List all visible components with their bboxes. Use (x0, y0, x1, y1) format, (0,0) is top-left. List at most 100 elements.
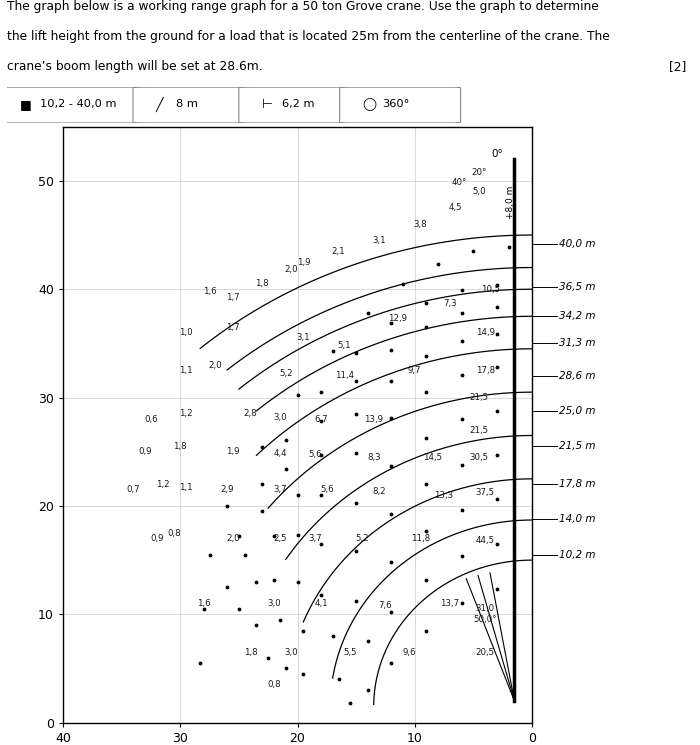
Text: 17,8 m: 17,8 m (559, 479, 596, 489)
Text: 1,7: 1,7 (226, 294, 240, 302)
Text: ■: ■ (20, 98, 32, 111)
Text: 2,0: 2,0 (285, 265, 298, 274)
Text: 14,9: 14,9 (475, 328, 495, 337)
Text: 9,7: 9,7 (408, 366, 421, 375)
Text: 25,0 m: 25,0 m (559, 405, 596, 416)
Text: 5,2: 5,2 (355, 534, 369, 543)
Text: ◯: ◯ (363, 98, 377, 111)
Text: ⊢: ⊢ (262, 98, 272, 111)
Text: 2,9: 2,9 (220, 485, 234, 494)
Text: 3,0: 3,0 (267, 599, 281, 608)
Text: 1,2: 1,2 (156, 480, 169, 489)
Text: 3,7: 3,7 (273, 485, 287, 494)
FancyBboxPatch shape (239, 87, 350, 123)
Text: 7,3: 7,3 (443, 299, 456, 308)
Text: 5,6: 5,6 (320, 485, 334, 494)
Text: 7,6: 7,6 (379, 601, 392, 610)
Text: 1,7: 1,7 (226, 323, 240, 332)
Text: 1,0: 1,0 (179, 328, 193, 337)
Text: 5,1: 5,1 (337, 341, 351, 350)
Text: 4,1: 4,1 (314, 599, 328, 608)
Text: 0,7: 0,7 (127, 485, 140, 494)
Text: 44,5: 44,5 (475, 536, 495, 545)
Text: 11,8: 11,8 (411, 534, 430, 543)
Text: 13,9: 13,9 (364, 415, 383, 424)
Text: 0,8: 0,8 (267, 680, 281, 689)
Text: 1,1: 1,1 (179, 483, 193, 492)
Text: [2]: [2] (668, 60, 686, 73)
Text: 3,0: 3,0 (273, 413, 287, 422)
Text: 6,2 m: 6,2 m (281, 99, 314, 110)
Text: the lift height from the ground for a load that is located 25m from the centerli: the lift height from the ground for a lo… (7, 30, 610, 43)
Text: 8 m: 8 m (176, 99, 197, 110)
Text: The graph below is a working range graph for a 50 ton Grove crane. Use the graph: The graph below is a working range graph… (7, 0, 598, 13)
Text: 8,3: 8,3 (367, 453, 381, 462)
Text: 14,5: 14,5 (423, 453, 442, 462)
Text: crane’s boom length will be set at 28.6m.: crane’s boom length will be set at 28.6m… (7, 60, 262, 73)
Text: 0,6: 0,6 (144, 415, 158, 424)
Text: 0,9: 0,9 (150, 534, 164, 543)
Text: 28,6 m: 28,6 m (559, 371, 596, 381)
Text: 5,6: 5,6 (308, 451, 322, 460)
Text: 3,1: 3,1 (373, 236, 386, 245)
Text: 2,0: 2,0 (209, 361, 222, 370)
Text: 40°: 40° (452, 179, 467, 188)
Text: 1,2: 1,2 (179, 409, 193, 418)
Text: 9,6: 9,6 (402, 647, 416, 656)
Text: 21,5 m: 21,5 m (559, 441, 596, 451)
Text: 40,0 m: 40,0 m (559, 238, 596, 249)
Text: 3,0: 3,0 (285, 647, 298, 656)
Text: 360°: 360° (382, 99, 410, 110)
Text: 2,0: 2,0 (226, 534, 240, 543)
Text: ╱: ╱ (155, 97, 163, 112)
Text: 1,8: 1,8 (256, 279, 269, 288)
Text: 10,5: 10,5 (482, 285, 500, 294)
Text: 1,6: 1,6 (197, 599, 211, 608)
Text: 1,8: 1,8 (174, 442, 187, 451)
Text: 0,8: 0,8 (167, 528, 181, 537)
Text: 36,5 m: 36,5 m (559, 282, 596, 292)
Text: 21,5: 21,5 (470, 425, 489, 434)
Text: 20,5: 20,5 (475, 647, 495, 656)
FancyBboxPatch shape (0, 87, 148, 123)
Text: 11,4: 11,4 (335, 372, 354, 381)
Text: 0,9: 0,9 (139, 447, 152, 456)
Text: 5,0: 5,0 (473, 187, 486, 196)
FancyBboxPatch shape (133, 87, 249, 123)
Text: 2,5: 2,5 (273, 534, 287, 543)
Text: 5,5: 5,5 (344, 647, 357, 656)
Text: 2,1: 2,1 (332, 247, 345, 256)
Text: 17,8: 17,8 (475, 366, 495, 375)
Text: 3,1: 3,1 (297, 334, 310, 343)
Text: 0°: 0° (491, 149, 503, 159)
Text: 34,2 m: 34,2 m (559, 311, 596, 321)
Text: 13,7: 13,7 (440, 599, 459, 608)
Text: 37,5: 37,5 (475, 489, 495, 498)
Text: 1,9: 1,9 (297, 258, 310, 267)
Text: 1,9: 1,9 (226, 447, 240, 456)
Text: 14,0 m: 14,0 m (559, 514, 596, 524)
Text: 3,7: 3,7 (308, 534, 322, 543)
Text: 20°: 20° (472, 168, 487, 177)
Text: 30,5: 30,5 (470, 453, 489, 462)
Text: 1,8: 1,8 (244, 647, 258, 656)
Text: 12,9: 12,9 (388, 314, 407, 323)
Text: 3,8: 3,8 (414, 220, 428, 229)
Text: 4,4: 4,4 (273, 449, 287, 458)
Text: 31,3 m: 31,3 m (559, 338, 596, 349)
FancyBboxPatch shape (340, 87, 461, 123)
Text: 6,7: 6,7 (314, 415, 328, 424)
Text: 10,2 - 40,0 m: 10,2 - 40,0 m (40, 99, 116, 110)
Text: 31,0: 31,0 (475, 604, 495, 613)
Text: 8,2: 8,2 (373, 487, 386, 496)
Text: 1,1: 1,1 (179, 366, 193, 375)
Text: 21,5: 21,5 (470, 393, 489, 402)
Text: 13,3: 13,3 (435, 491, 454, 500)
Text: 1,6: 1,6 (203, 287, 216, 296)
Text: 10,2 m: 10,2 m (559, 550, 596, 559)
Text: 5,2: 5,2 (279, 370, 293, 378)
Text: +8,0 m: +8,0 m (506, 186, 515, 219)
Text: 4,5: 4,5 (449, 203, 463, 212)
Text: 50,0°: 50,0° (473, 615, 497, 624)
Text: 2,8: 2,8 (244, 409, 258, 418)
